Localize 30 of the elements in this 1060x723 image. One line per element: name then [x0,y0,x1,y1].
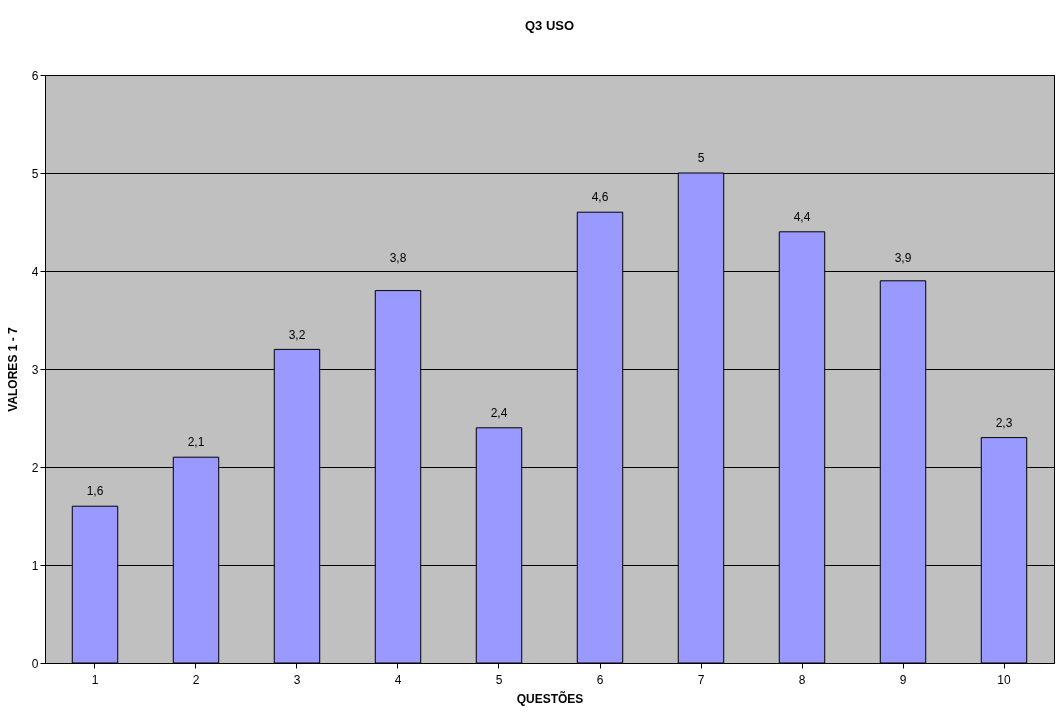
data-label: 2,4 [490,405,508,420]
y-axis-title: VALORES 1 - 7 [5,326,20,412]
y-tick-label: 2 [31,460,39,475]
y-tick-label: 3 [31,362,39,377]
data-label: 3,9 [894,251,912,266]
y-tick-label: 5 [31,166,39,181]
x-tick-label: 1 [91,672,99,687]
data-label: 5 [697,151,705,166]
data-label: 1,6 [86,484,104,499]
y-tick-label: 4 [31,264,39,279]
x-axis-title: QUESTÕES [516,690,584,706]
x-tick-label: 10 [997,672,1011,687]
data-label: 3,8 [389,251,407,266]
x-tick-label: 5 [495,672,503,687]
x-tick-label: 8 [798,672,806,687]
x-tick-label: 2 [192,672,200,687]
data-label: 4,4 [793,209,811,224]
y-tick-label: 0 [31,656,39,671]
x-tick-label: 3 [293,672,301,687]
data-label: 2,3 [995,415,1013,430]
y-tick-label: 1 [31,558,39,573]
y-tick-label: 6 [31,68,39,83]
x-tick-label: 4 [394,672,402,687]
data-label: 2,1 [187,435,205,450]
data-label: 4,6 [591,190,609,205]
data-label: 3,2 [288,327,306,342]
x-tick-label: 7 [697,672,705,687]
x-tick-label: 6 [596,672,604,687]
chart-title: Q3 USO [524,18,575,33]
x-tick-label: 9 [899,672,907,687]
